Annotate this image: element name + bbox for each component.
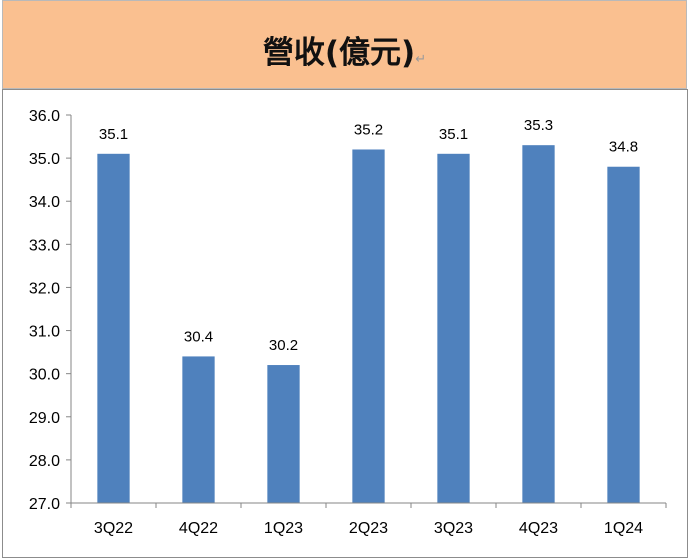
bar-4Q22 bbox=[182, 356, 215, 503]
y-tick-label: 29.0 bbox=[29, 410, 60, 427]
data-label-1Q24: 34.8 bbox=[609, 139, 638, 156]
y-tick-label: 31.0 bbox=[29, 324, 60, 341]
x-tick-label-3Q22: 3Q22 bbox=[94, 520, 133, 537]
y-tick-label: 36.0 bbox=[29, 108, 60, 125]
data-label-4Q22: 30.4 bbox=[184, 328, 213, 345]
y-tick-label: 32.0 bbox=[29, 280, 60, 297]
y-tick-label: 27.0 bbox=[29, 496, 60, 513]
data-label-3Q23: 35.1 bbox=[439, 126, 468, 143]
data-label-1Q23: 30.2 bbox=[269, 337, 298, 354]
y-tick-label: 34.0 bbox=[29, 194, 60, 211]
y-tick-label: 35.0 bbox=[29, 151, 60, 168]
x-tick-label-3Q23: 3Q23 bbox=[434, 520, 473, 537]
y-tick-label: 30.0 bbox=[29, 367, 60, 384]
title-bar: 營收(億元)↵ bbox=[2, 0, 687, 89]
y-tick-label: 28.0 bbox=[29, 453, 60, 470]
data-label-4Q23: 35.3 bbox=[524, 117, 553, 134]
data-label-3Q22: 35.1 bbox=[99, 126, 128, 143]
chart-frame bbox=[2, 89, 688, 558]
bar-4Q23 bbox=[522, 145, 555, 503]
x-tick-label-4Q22: 4Q22 bbox=[179, 520, 218, 537]
return-mark-icon: ↵ bbox=[415, 52, 427, 67]
bar-3Q23 bbox=[437, 153, 470, 504]
y-tick-label: 33.0 bbox=[29, 237, 60, 254]
x-tick-label-2Q23: 2Q23 bbox=[349, 520, 388, 537]
bar-1Q24 bbox=[607, 166, 640, 503]
chart-title: 營收(億元) bbox=[262, 35, 416, 71]
x-tick-label-1Q24: 1Q24 bbox=[604, 520, 643, 537]
bar-2Q23 bbox=[352, 149, 385, 503]
x-tick-label-1Q23: 1Q23 bbox=[264, 520, 303, 537]
x-tick-label-4Q23: 4Q23 bbox=[519, 520, 558, 537]
data-label-2Q23: 35.2 bbox=[354, 121, 383, 138]
bar-1Q23 bbox=[267, 365, 300, 503]
bar-3Q22 bbox=[97, 153, 130, 504]
